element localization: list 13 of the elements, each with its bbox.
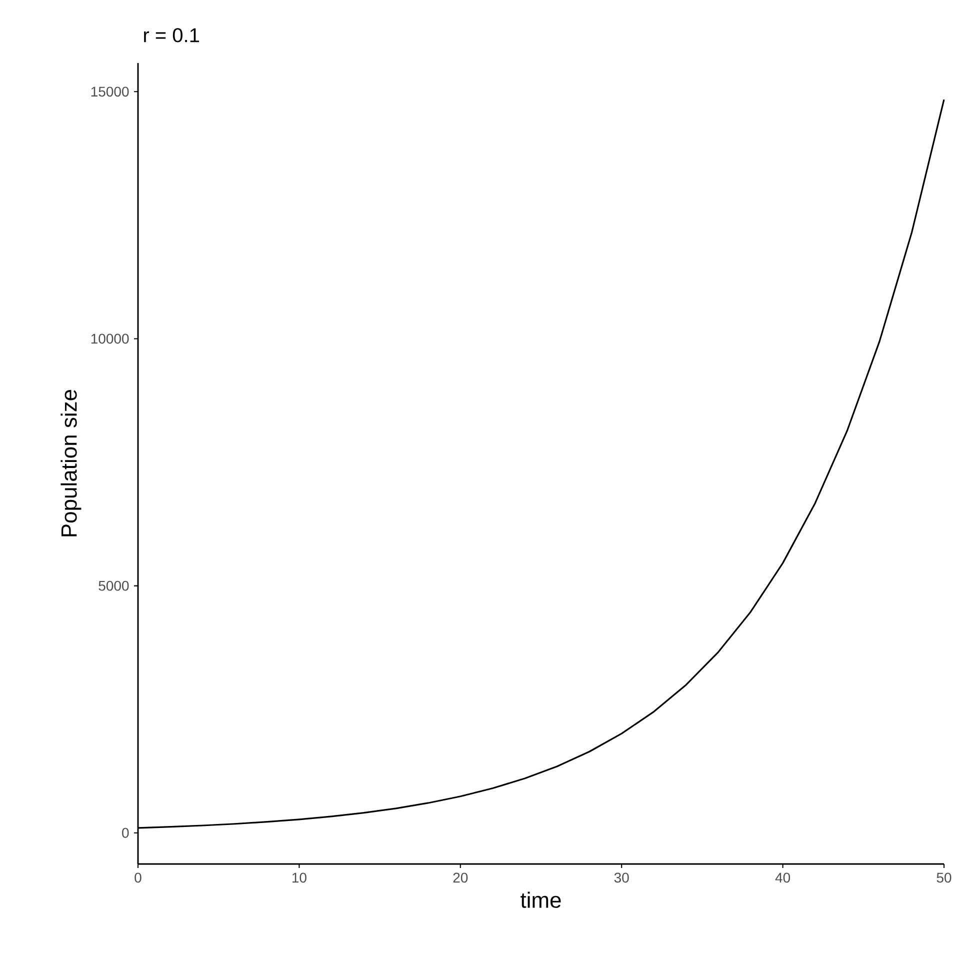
x-axis-title: time (520, 892, 561, 908)
x-tick-label: 50 (936, 872, 952, 883)
x-tick-label: 0 (134, 872, 142, 883)
y-tick-label: 10000 (91, 334, 129, 344)
x-tick-label: 20 (453, 872, 468, 883)
y-tick-label: 15000 (91, 86, 129, 97)
y-axis-title: Population size (60, 390, 82, 536)
y-tick-label: 5000 (98, 580, 129, 591)
y-tick-label: 0 (122, 828, 129, 838)
x-tick-label: 30 (614, 872, 629, 883)
x-tick-label: 10 (292, 872, 306, 883)
chart-title: r = 0.1 (144, 28, 199, 42)
x-tick-label: 40 (775, 872, 790, 883)
